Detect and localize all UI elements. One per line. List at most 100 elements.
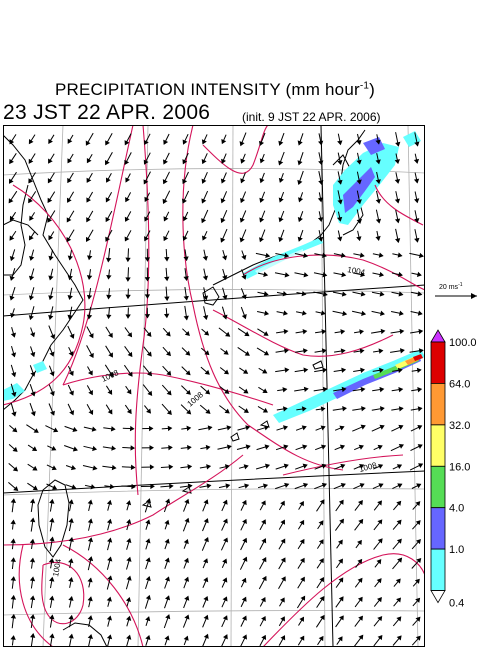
wind-arrow-head [107, 556, 113, 562]
rain-patch-west2 [33, 361, 47, 373]
wind-arrow-head [299, 557, 305, 563]
wind-arrow-head [92, 445, 98, 452]
wind-arrow-head [322, 367, 328, 373]
wind-arrow-head [29, 215, 34, 221]
wind-arrow-head [10, 519, 16, 525]
wind-arrow-head [283, 310, 288, 316]
wind-arrow-head [322, 291, 328, 297]
wind-arrow-head [263, 271, 269, 277]
wind-arrow-head [417, 310, 423, 316]
wind-arrow-head [110, 426, 116, 432]
wind-arrow-head [105, 216, 111, 223]
wind-arrow-head [49, 498, 55, 504]
wind-arrow-head [338, 558, 343, 564]
wind-arrow-head [340, 482, 346, 488]
wind-arrow-head [106, 518, 113, 524]
wind-arrow-head [129, 425, 135, 432]
wind-arrow-head [396, 519, 402, 525]
wind-arrow-head [201, 218, 207, 224]
wind-arrow-head [319, 576, 325, 583]
wind-arrow-head [280, 616, 285, 622]
wind-arrow-head [108, 371, 114, 378]
wind-arrow-head [28, 158, 34, 164]
wind-arrow-head [105, 257, 112, 263]
wind-arrow-head [145, 557, 151, 563]
wind-arrow-head [124, 216, 130, 222]
wind-arrow-head [283, 444, 289, 450]
wind-arrow-head [223, 349, 229, 355]
wind-arrow-head [379, 291, 385, 297]
wind-arrow-head [379, 424, 385, 430]
wind-arrow-head [163, 159, 168, 165]
graticule [3, 125, 425, 647]
wind-arrow-head [222, 615, 228, 621]
wind-arrow-head [108, 352, 113, 358]
wind-arrow-head [47, 217, 53, 223]
wind-arrow-head [86, 314, 93, 320]
wind-reference: 20 ms-1 [435, 282, 477, 299]
wind-arrow-head [10, 312, 16, 318]
wind-arrow-head [297, 160, 303, 166]
wind-arrow-head [90, 484, 96, 490]
wind-arrow-head [338, 615, 344, 621]
wind-arrow-head [165, 331, 171, 337]
wind-arrow-head [204, 369, 210, 375]
wind-arrow-head [145, 634, 151, 641]
wind-arrow-head [222, 596, 228, 602]
wind-arrow-head [241, 615, 247, 621]
wind-arrow-head [49, 536, 55, 542]
wind-arrow-head [244, 350, 250, 356]
wind-arrow-head [105, 177, 111, 183]
wind-arrow-head [28, 295, 35, 301]
wind-arrow-head [300, 595, 306, 601]
wind-arrow-head [377, 597, 382, 603]
wind-arrow-head [68, 370, 74, 376]
wind-arrow-head [297, 140, 303, 146]
wind-arrow-head [29, 255, 35, 261]
wind-arrow-head [203, 536, 209, 543]
wind-arrow-head [183, 538, 189, 545]
wind-arrow-head [280, 500, 285, 506]
wind-arrow-head [242, 634, 247, 640]
shandong-coast [3, 219, 39, 236]
taiwan-coast [37, 479, 70, 558]
wind-arrow-head [111, 445, 117, 451]
wind-arrow-head [303, 367, 309, 373]
wind-arrow-head [86, 236, 91, 243]
wind-arrow-head [182, 159, 188, 165]
wind-arrow-head [398, 310, 404, 316]
wind-arrow-head [107, 537, 113, 543]
wind-arrow-head [317, 197, 324, 203]
wind-arrow-head [298, 197, 304, 203]
wind-arrow-head [163, 216, 169, 222]
wind-arrow-head [263, 331, 269, 336]
wind-arrow-head [144, 314, 151, 319]
wind-arrow-head [318, 539, 324, 545]
wind-arrow-head [418, 328, 424, 335]
colorbar-segment [430, 507, 446, 550]
wind-arrow-head [126, 519, 132, 525]
weather-map: 1008 1008 1008 1004 1004 [3, 125, 425, 647]
wind-arrow-head [284, 482, 290, 488]
wind-arrow-head [259, 158, 265, 164]
wind-arrow-head [28, 235, 34, 241]
wind-arrow-head [241, 274, 247, 280]
wind-arrow-head [399, 348, 405, 354]
wind-arrow-head [49, 576, 55, 582]
rain-band-south-max [413, 354, 423, 361]
wind-arrow-head [125, 596, 132, 603]
wind-arrow-head [242, 518, 247, 525]
wind-arrow-head [359, 329, 365, 335]
wind-arrow-head [320, 310, 326, 316]
wind-arrow-head [164, 595, 171, 601]
wind-arrow-head [201, 178, 207, 184]
wind-arrow-head [30, 411, 36, 417]
wind-arrow-head [243, 408, 249, 413]
wind-arrow-head [30, 332, 36, 338]
wind-arrow-head [125, 197, 130, 203]
wind-arrow-head [338, 596, 344, 602]
wind-arrow-head [125, 257, 131, 263]
wind-arrow-head [144, 294, 151, 299]
wind-arrow-head [106, 615, 113, 621]
wind-arrow-head [341, 386, 347, 393]
